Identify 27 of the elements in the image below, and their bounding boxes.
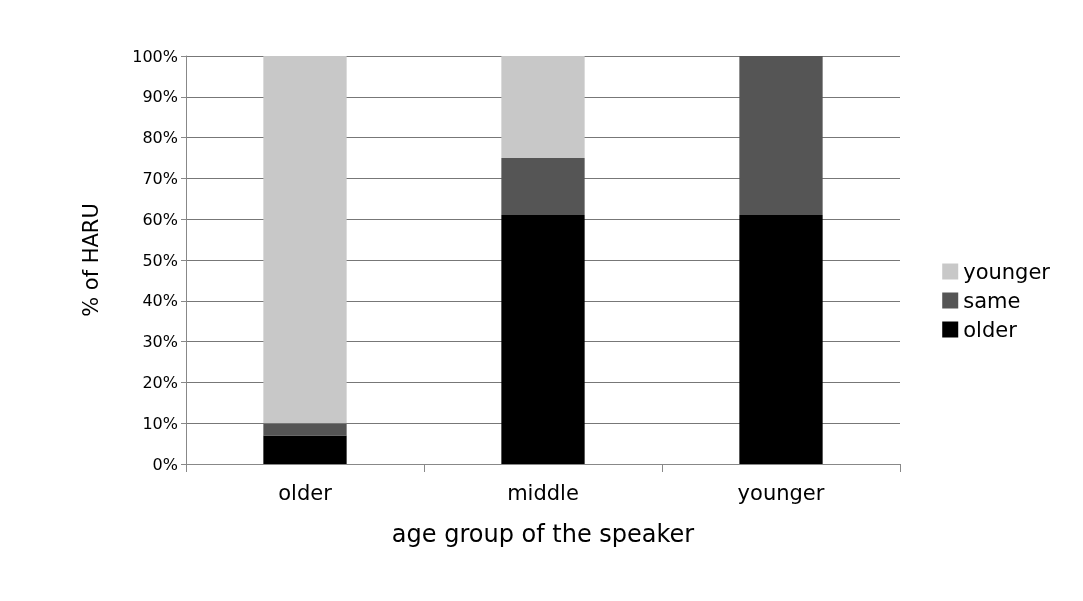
legend-label: same (963, 288, 1021, 313)
legend-label: older (963, 317, 1018, 342)
y-tick-label: 70% (142, 168, 178, 188)
x-tick-label: middle (507, 480, 579, 505)
x-tick-label: younger (737, 480, 825, 505)
bar (739, 215, 823, 464)
y-axis-title: % of HARU (78, 203, 103, 317)
y-tick-label: 40% (142, 291, 178, 311)
x-tick-label: older (278, 480, 333, 505)
legend-label: younger (963, 259, 1051, 284)
y-tick-label: 30% (142, 332, 178, 352)
y-tick-label: 50% (142, 250, 178, 270)
y-tick-label: 90% (142, 87, 178, 107)
bar (501, 215, 585, 464)
y-tick-label: 0% (152, 454, 178, 474)
bar (501, 158, 585, 216)
x-axis-title: age group of the speaker (391, 520, 695, 548)
y-tick-label: 60% (142, 209, 178, 229)
y-tick-label: 80% (142, 128, 178, 148)
bar (263, 56, 347, 424)
y-tick-label: 20% (142, 372, 178, 392)
y-tick-label: 100% (132, 46, 178, 66)
bar (501, 56, 585, 158)
y-tick-label: 10% (142, 413, 178, 433)
bar (739, 56, 823, 216)
bar (263, 423, 347, 436)
bar (263, 435, 347, 464)
